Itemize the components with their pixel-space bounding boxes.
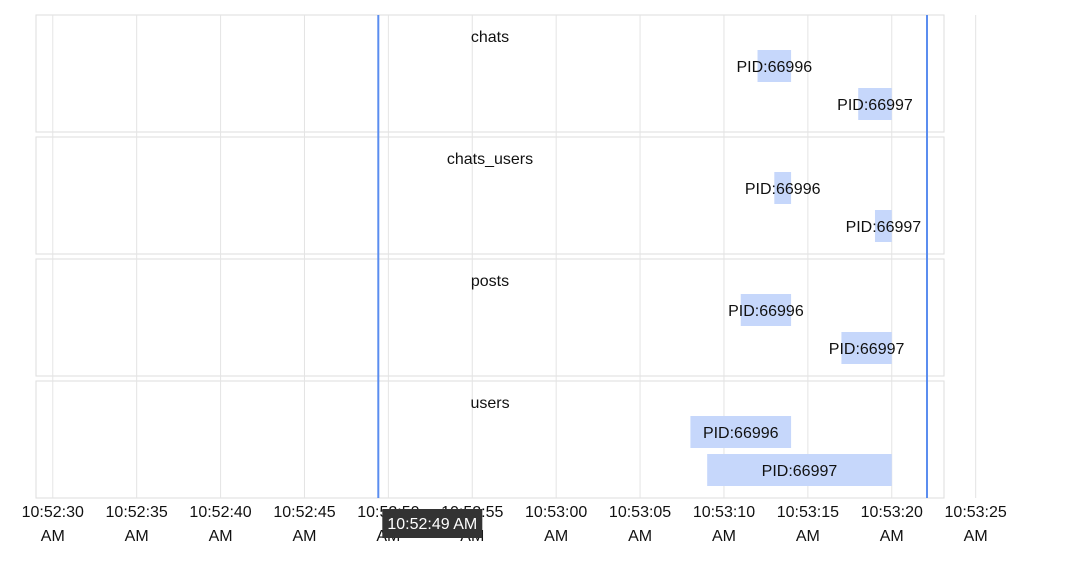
x-tick-label: 10:53:15 xyxy=(777,504,839,521)
x-tick-label: 10:53:25 xyxy=(945,504,1007,521)
task-bar xyxy=(841,332,892,364)
task-bar xyxy=(740,294,792,326)
task-bar xyxy=(690,416,792,448)
task-bar-label: PID:66996 xyxy=(703,425,779,442)
task-bar-label: PID:66997 xyxy=(846,219,922,236)
task-bar-label: PID:66996 xyxy=(745,181,821,198)
x-tick-label: 10:52:40 xyxy=(189,504,251,521)
x-tick-ampm: AM xyxy=(964,528,988,545)
task-bar-label: PID:66996 xyxy=(737,59,813,76)
x-tick-ampm: AM xyxy=(292,528,316,545)
task-bar-label: PID:66996 xyxy=(728,303,804,320)
x-tick-ampm: AM xyxy=(880,528,904,545)
lane-title: posts xyxy=(471,273,509,290)
x-tick-ampm: AM xyxy=(209,528,233,545)
x-tick-ampm: AM xyxy=(41,528,65,545)
lane-title: users xyxy=(470,395,509,412)
x-tick-ampm: AM xyxy=(712,528,736,545)
x-tick-label: 10:52:30 xyxy=(22,504,84,521)
task-bar-label: PID:66997 xyxy=(829,341,905,358)
task-bar-label: PID:66997 xyxy=(762,463,838,480)
lane-background xyxy=(35,14,945,133)
x-tick-label: 10:53:00 xyxy=(525,504,587,521)
x-tick-label: 10:52:45 xyxy=(273,504,335,521)
cursor-time-box xyxy=(382,509,483,538)
task-bar xyxy=(874,210,892,242)
x-tick-ampm: AM xyxy=(628,528,652,545)
task-bar xyxy=(858,88,892,120)
task-bar xyxy=(707,454,892,486)
task-bar xyxy=(774,172,792,204)
x-tick-label: 10:53:05 xyxy=(609,504,671,521)
task-bar-label: PID:66997 xyxy=(837,97,913,114)
task-bar xyxy=(757,50,792,82)
x-tick-ampm: AM xyxy=(796,528,820,545)
lane-background xyxy=(35,136,945,255)
lane-title: chats_users xyxy=(447,151,533,168)
x-tick-label: 10:53:10 xyxy=(693,504,755,521)
x-tick-label: 10:53:20 xyxy=(861,504,923,521)
x-tick-ampm: AM xyxy=(125,528,149,545)
x-tick-label: 10:52:35 xyxy=(106,504,168,521)
lane-background xyxy=(35,258,945,377)
x-tick-ampm: AM xyxy=(544,528,568,545)
cursor-time-label: 10:52:49 AM xyxy=(387,516,477,533)
lane-title: chats xyxy=(471,29,509,46)
